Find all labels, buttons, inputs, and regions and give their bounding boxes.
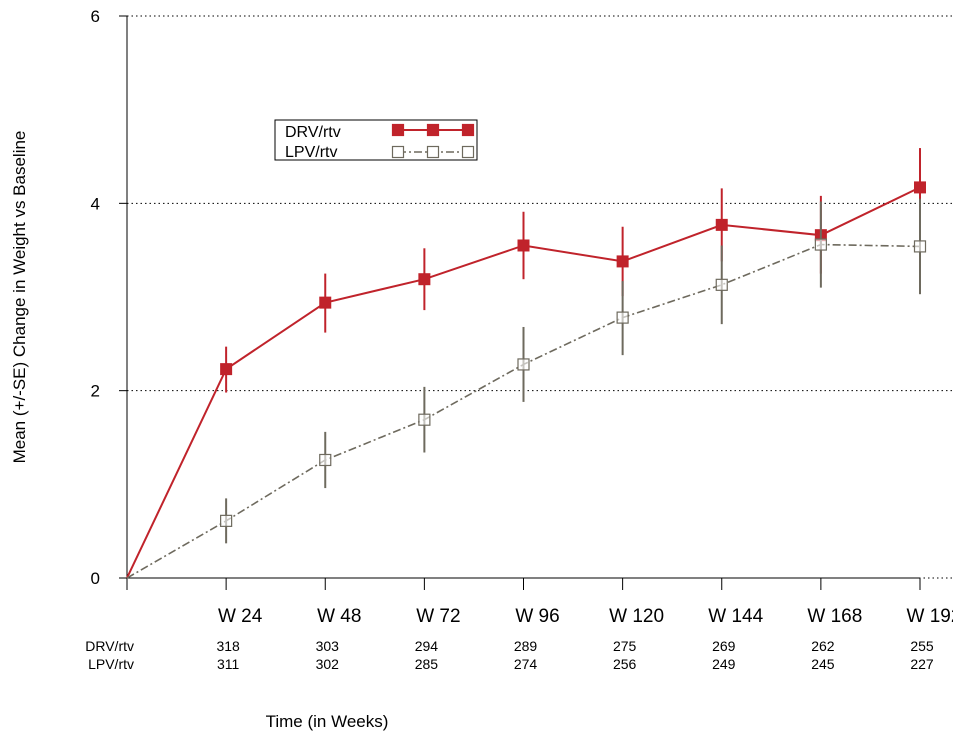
data-point [319,453,332,467]
at-risk-count: 311 [217,656,240,672]
x-tick-label: W 72 [416,606,460,627]
data-point [418,273,431,286]
at-risk-count: 275 [613,638,637,654]
x-tick-label: W 120 [609,606,664,627]
x-tick-labels: W 24 W 48 W 72 W 96 W 120 W 144 W 168 W 192 [218,606,953,627]
legend-marker [391,123,405,137]
at-risk-count: 294 [415,638,439,654]
x-tick-label: W 24 [218,606,263,627]
data-point [913,240,927,253]
x-tick-label: W 48 [317,606,361,627]
at-risk-count: 318 [216,638,240,654]
legend-label-drv: DRV/rtv [285,124,341,141]
at-risk-count: 227 [910,656,934,672]
y-axis-label: Mean (+/-SE) Change in Weight vs Baselin… [10,131,29,464]
series [126,148,927,579]
data-point [220,363,233,376]
data-point [616,311,629,324]
legend-label-lpv: LPV/rtv [285,144,337,161]
at-risk-count: 269 [712,638,736,654]
at-risk-count: 285 [415,656,439,672]
axes [119,15,921,590]
data-point [616,255,629,268]
at-risk-count: 289 [514,638,538,654]
x-tick-label: W 96 [515,606,559,627]
data-point [814,238,827,251]
x-tick-label: W 192 [907,606,953,627]
data-point [517,239,530,252]
legend-marker [461,145,475,159]
legend: DRV/rtv LPV/rtv [274,119,478,161]
series-line [126,243,921,579]
y-tick-labels: 0 2 4 6 [91,7,100,588]
legend-marker [426,145,440,159]
at-risk-count: 303 [316,638,340,654]
data-point [418,413,431,426]
y-tick-label: 0 [91,569,100,588]
at-risk-count: 274 [514,656,538,672]
at-risk-count: 256 [613,656,637,672]
legend-marker [461,123,475,137]
data-point [319,296,332,309]
data-point [517,358,530,371]
y-tick-label: 6 [91,7,100,26]
at-risk-count: 245 [811,656,835,672]
at-risk-count: 249 [712,656,736,672]
x-tick-label: W 144 [708,606,763,627]
at-risk-row-label-lpv: LPV/rtv [88,656,134,672]
legend-swatches [391,123,475,159]
y-tick-label: 2 [91,382,100,401]
gridlines [127,15,953,579]
x-tick-label: W 168 [807,606,862,627]
data-point [914,181,926,194]
data-point [220,514,233,527]
x-axis-label: Time (in Weeks) [266,712,389,731]
at-risk-count: 302 [316,656,340,672]
legend-box [274,119,478,161]
data-point [715,218,728,231]
legend-marker [426,123,440,137]
at-risk-table: DRV/rtv LPV/rtv 318 303 294 289 275 269 262 255… [85,638,934,672]
legend-marker [391,145,405,159]
at-risk-row-label-drv: DRV/rtv [85,638,134,654]
at-risk-count: 255 [910,638,934,654]
at-risk-count: 262 [811,638,835,654]
data-point [715,278,728,291]
y-tick-label: 4 [91,194,100,213]
